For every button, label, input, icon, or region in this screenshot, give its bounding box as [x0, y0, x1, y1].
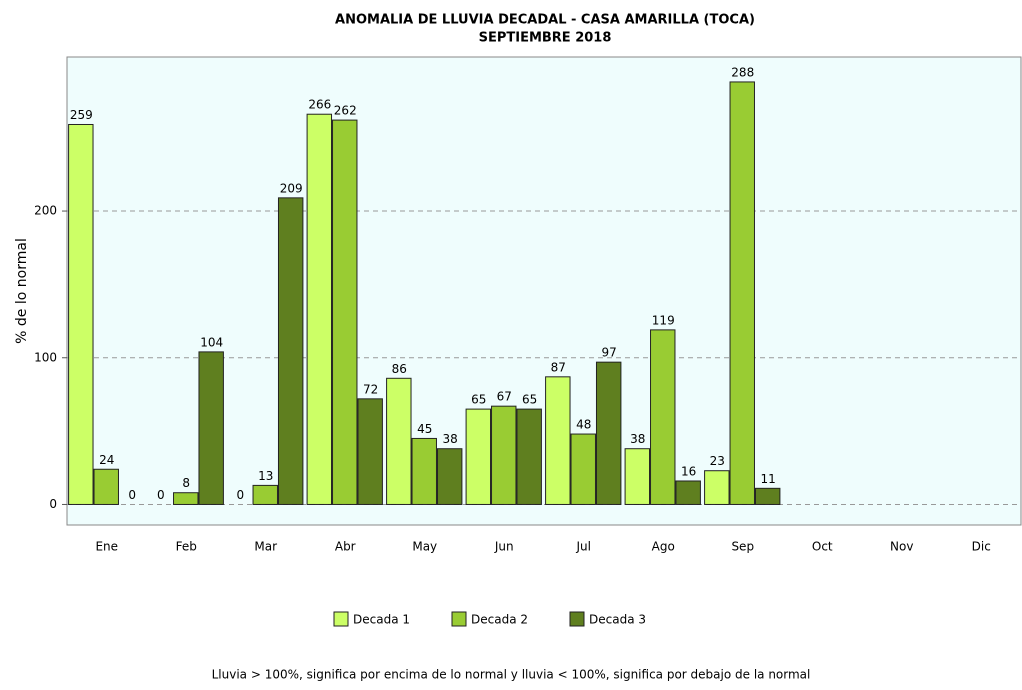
data-label: 262 [334, 104, 357, 118]
legend-swatch [333, 611, 349, 627]
legend-swatch [569, 611, 585, 627]
bar [436, 448, 463, 505]
data-label: 23 [710, 454, 725, 468]
bar [516, 408, 542, 505]
legend-label: Decada 2 [471, 613, 528, 627]
bar [624, 448, 651, 505]
data-label: 97 [602, 346, 617, 360]
x-tick-label: Abr [335, 540, 356, 554]
data-label: 24 [99, 453, 114, 467]
bar [491, 405, 517, 505]
bar [754, 487, 781, 505]
chart-title: ANOMALIA DE LLUVIA DECADAL - CASA AMARIL… [335, 13, 755, 28]
plot-area [66, 56, 1022, 526]
x-tick-label: Jul [576, 540, 591, 554]
data-label: 288 [731, 65, 754, 79]
data-label: 104 [200, 335, 223, 349]
data-label: 8 [182, 476, 190, 490]
bar [332, 119, 358, 505]
bar [570, 433, 596, 505]
legend-label: Decada 3 [589, 613, 646, 627]
data-label: 45 [417, 422, 432, 436]
data-label: 86 [392, 362, 407, 376]
bar [93, 468, 119, 505]
data-label: 0 [157, 488, 165, 502]
bar [277, 197, 304, 505]
legend-label: Decada 1 [353, 613, 410, 627]
bar [675, 480, 701, 505]
data-label: 209 [280, 181, 303, 195]
data-label: 0 [128, 488, 136, 502]
x-tick-label: Nov [890, 540, 913, 554]
data-label: 13 [258, 469, 273, 483]
data-label: 72 [363, 382, 378, 396]
x-tick-label: Jun [494, 540, 514, 554]
x-tick-label: Ene [95, 540, 118, 554]
x-tick-label: Sep [731, 540, 754, 554]
data-label: 65 [471, 393, 486, 407]
data-label: 67 [497, 390, 512, 404]
bar [729, 81, 755, 505]
data-label: 11 [761, 472, 776, 486]
data-label: 38 [443, 432, 458, 446]
data-label: 87 [551, 360, 566, 374]
y-tick-label: 0 [49, 497, 57, 511]
x-tick-label: Mar [254, 540, 277, 554]
bar [545, 376, 571, 505]
bar [704, 470, 730, 505]
y-tick-label: 100 [34, 350, 57, 364]
x-tick-label: Oct [812, 540, 833, 554]
x-tick-label: Dic [972, 540, 991, 554]
data-label: 119 [652, 313, 675, 327]
bar [357, 398, 383, 505]
bar [650, 329, 676, 505]
bar [595, 361, 622, 505]
bar [411, 437, 437, 505]
data-label: 16 [681, 464, 696, 478]
y-tick-label: 200 [34, 204, 57, 218]
chart-subtitle: SEPTIEMBRE 2018 [479, 31, 612, 46]
footnote: Lluvia > 100%, significa por encima de l… [212, 668, 811, 682]
bar [465, 408, 492, 505]
y-axis-label: % de lo normal [14, 238, 30, 344]
bar [68, 123, 94, 505]
x-tick-label: May [412, 540, 437, 554]
x-tick-label: Ago [652, 540, 675, 554]
x-tick-label: Feb [176, 540, 197, 554]
bar [386, 377, 412, 505]
bar [252, 484, 278, 505]
bar [173, 492, 199, 505]
data-label: 266 [308, 98, 331, 112]
bar [198, 351, 224, 505]
data-label: 48 [576, 418, 591, 432]
bar [306, 113, 333, 505]
data-label: 259 [70, 108, 93, 122]
data-label: 38 [630, 432, 645, 446]
data-label: 0 [236, 488, 244, 502]
data-label: 65 [522, 393, 537, 407]
legend-swatch [451, 611, 467, 627]
